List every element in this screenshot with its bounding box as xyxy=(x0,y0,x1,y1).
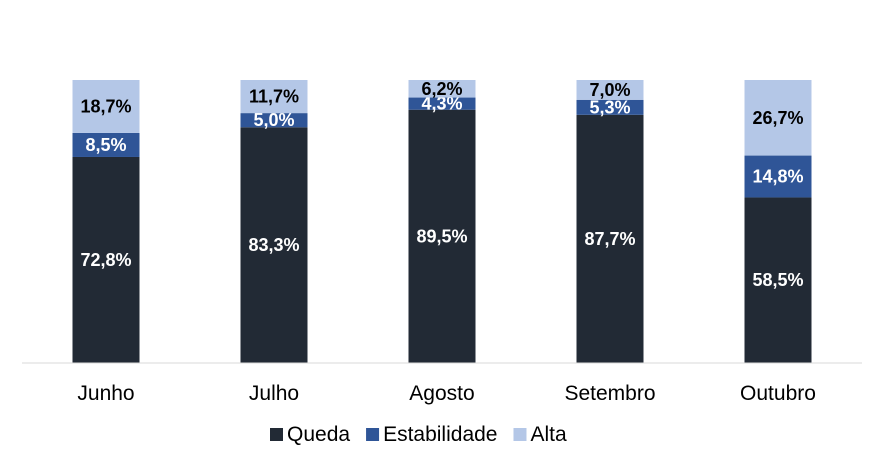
legend-label-alta: Alta xyxy=(530,423,567,446)
data-label-alta-julho: 11,7% xyxy=(249,87,299,107)
bar-queda-setembro xyxy=(576,114,644,364)
data-label-estabilidade-julho: 5,0% xyxy=(253,110,294,130)
data-label-estabilidade-setembro: 5,3% xyxy=(589,97,630,117)
bar-alta-julho xyxy=(240,80,308,114)
legend-swatch-estabilidade xyxy=(366,428,380,441)
data-label-queda-julho: 83,3% xyxy=(248,235,299,255)
data-label-estabilidade-junho: 8,5% xyxy=(85,135,126,155)
bar-alta-junho xyxy=(72,80,140,133)
data-label-alta-setembro: 7,0% xyxy=(589,80,630,100)
bar-alta-agosto xyxy=(408,80,476,98)
legend-swatch-alta xyxy=(513,428,527,441)
category-label-setembro: Setembro xyxy=(564,382,655,405)
legend-label-estabilidade: Estabilidade xyxy=(383,423,497,446)
bar-alta-outubro xyxy=(744,80,812,156)
bar-estabilidade-junho xyxy=(72,132,140,157)
data-label-estabilidade-agosto: 4,3% xyxy=(421,94,462,114)
data-label-alta-junho: 18,7% xyxy=(80,96,131,116)
legend: Queda Estabilidade Alta xyxy=(270,423,567,446)
bar-queda-outubro xyxy=(744,197,812,363)
category-label-agosto: Agosto xyxy=(409,382,474,405)
category-label-julho: Julho xyxy=(249,382,299,405)
bar-queda-julho xyxy=(240,127,308,363)
bar-estabilidade-julho xyxy=(240,113,308,128)
bar-estabilidade-outubro xyxy=(744,155,812,198)
data-label-queda-outubro: 58,5% xyxy=(752,270,803,290)
legend-swatch-queda xyxy=(270,428,283,441)
legend-label-queda: Queda xyxy=(287,423,350,446)
data-label-estabilidade-outubro: 14,8% xyxy=(752,167,803,187)
bar-queda-junho xyxy=(72,156,140,363)
data-label-queda-setembro: 87,7% xyxy=(584,229,635,249)
bar-estabilidade-agosto xyxy=(408,97,476,110)
bar-alta-setembro xyxy=(576,80,644,100)
category-label-junho: Junho xyxy=(77,382,134,405)
data-label-queda-junho: 72,8% xyxy=(80,250,131,270)
category-label-outubro: Outubro xyxy=(740,382,816,405)
bar-estabilidade-setembro xyxy=(576,99,644,115)
category-labels: Junho Julho Agosto Setembro Outubro xyxy=(77,382,816,405)
data-label-alta-agosto: 6,2% xyxy=(421,79,462,99)
bars-layer: 72,8% 8,5% 18,7% 83,3% 5,0% 11,7% 89,5% 4,3%6,2… xyxy=(72,79,812,364)
bar-queda-agosto xyxy=(408,109,476,363)
data-label-queda-agosto: 89,5% xyxy=(416,226,467,246)
data-label-alta-outubro: 26,7% xyxy=(752,108,803,128)
